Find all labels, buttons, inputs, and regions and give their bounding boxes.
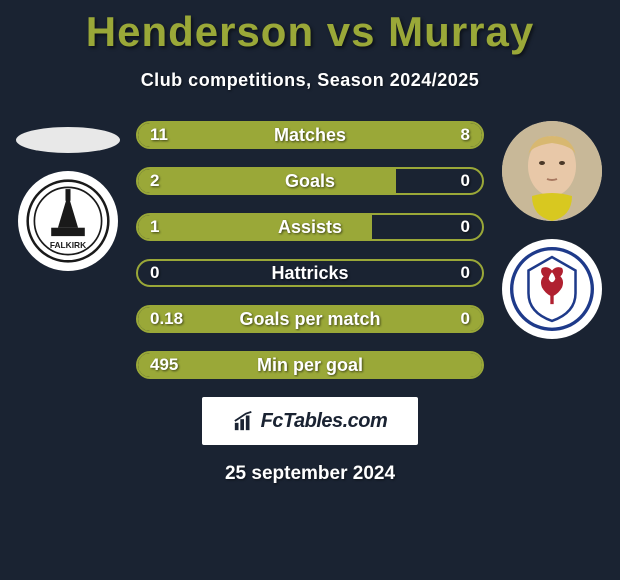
stat-row: 495Min per goal xyxy=(136,351,484,379)
left-player-column: FALKIRK xyxy=(8,121,128,379)
comparison-content: FALKIRK 11Matches82Goals01Assists00Hattr… xyxy=(0,121,620,379)
stat-label: Assists xyxy=(138,217,482,238)
stat-label: Matches xyxy=(138,125,482,146)
left-club-icon: FALKIRK xyxy=(26,179,110,263)
stats-column: 11Matches82Goals01Assists00Hattricks00.1… xyxy=(128,121,492,379)
right-club-badge xyxy=(502,239,602,339)
comparison-date: 25 september 2024 xyxy=(0,463,620,485)
stat-value-right: 0 xyxy=(461,217,470,237)
right-player-avatar xyxy=(502,121,602,221)
stat-label: Goals per match xyxy=(138,309,482,330)
avatar-icon xyxy=(502,121,602,221)
stat-row: 0Hattricks0 xyxy=(136,259,484,287)
left-player-avatar-placeholder xyxy=(16,127,120,153)
stat-label: Min per goal xyxy=(138,355,482,376)
right-club-icon xyxy=(510,247,594,331)
stat-row: 0.18Goals per match0 xyxy=(136,305,484,333)
comparison-title: Henderson vs Murray xyxy=(0,0,620,56)
footer-brand-text: FcTables.com xyxy=(261,410,388,433)
stat-value-right: 0 xyxy=(461,309,470,329)
chart-icon xyxy=(233,410,255,432)
stat-row: 11Matches8 xyxy=(136,121,484,149)
stat-value-right: 0 xyxy=(461,263,470,283)
stat-value-right: 8 xyxy=(461,125,470,145)
stat-row: 1Assists0 xyxy=(136,213,484,241)
stat-label: Hattricks xyxy=(138,263,482,284)
left-club-badge: FALKIRK xyxy=(18,171,118,271)
stat-label: Goals xyxy=(138,171,482,192)
stat-row: 2Goals0 xyxy=(136,167,484,195)
comparison-subtitle: Club competitions, Season 2024/2025 xyxy=(0,70,620,91)
svg-text:FALKIRK: FALKIRK xyxy=(50,240,86,250)
right-player-column xyxy=(492,121,612,379)
footer-brand-badge[interactable]: FcTables.com xyxy=(202,397,418,445)
stat-value-right: 0 xyxy=(461,171,470,191)
